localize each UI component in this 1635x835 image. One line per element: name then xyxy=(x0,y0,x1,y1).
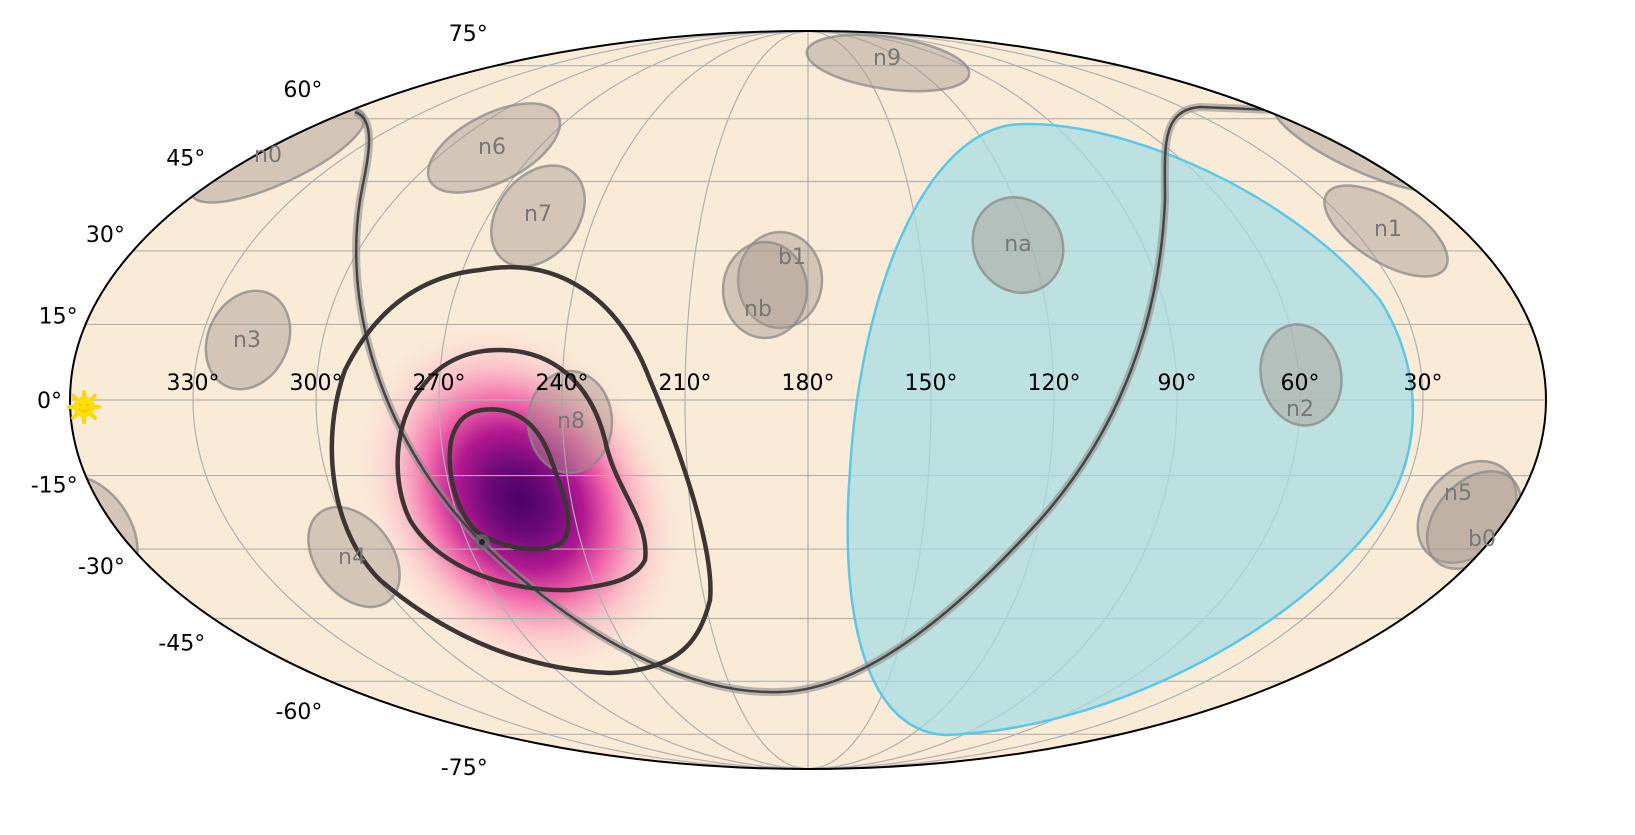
latitude-tick-labels: 75° 60° 45° 30° 15° 0° -15° -30° -45° -60° -75° xyxy=(31,22,488,781)
longitude-tick-label: 330° xyxy=(167,371,220,396)
longitude-tick-label: 300° xyxy=(290,371,343,396)
longitude-tick-labels: 330° 300° 270° 240° 210° 180° 150° 120° 90° 60° 30… xyxy=(167,371,1443,396)
longitude-tick-label: 60° xyxy=(1281,371,1320,396)
longitude-gridline xyxy=(561,31,809,769)
label-n2: n2 xyxy=(1286,397,1314,422)
latitude-tick-label: 15° xyxy=(39,305,78,330)
detector-na xyxy=(971,195,1065,295)
sky-border xyxy=(69,30,1547,770)
longitude-tick-label: 90° xyxy=(1158,371,1197,396)
latitude-tick-label: -60° xyxy=(275,700,322,725)
label-nb: nb xyxy=(744,297,772,322)
contour-middle xyxy=(395,347,648,593)
sun-icon xyxy=(67,390,101,424)
latitude-tick-label: 75° xyxy=(449,22,488,47)
longitude-tick-label: 180° xyxy=(782,371,835,396)
latitude-tick-label: 0° xyxy=(37,389,62,414)
label-n5: n5 xyxy=(1444,481,1472,506)
detector-n7 xyxy=(490,164,586,268)
latitude-tick-label: -15° xyxy=(31,473,78,498)
probability-heatmap xyxy=(355,322,685,678)
longitude-tick-label: 270° xyxy=(413,371,466,396)
detector-n4 xyxy=(307,505,401,609)
earth-occultation-region xyxy=(846,122,1415,737)
longitude-tick-label: 30° xyxy=(1404,371,1443,396)
contour-inner xyxy=(447,407,571,552)
longitude-gridline xyxy=(684,31,809,769)
detector-nb xyxy=(721,240,809,340)
longitude-tick-label: 150° xyxy=(905,371,958,396)
longitude-tick-label: 120° xyxy=(1028,371,1081,396)
label-n6: n6 xyxy=(478,135,506,160)
label-n1: n1 xyxy=(1374,217,1402,242)
detector-n2 xyxy=(1259,323,1343,427)
longitude-gridline xyxy=(807,31,1424,769)
contour-outer xyxy=(329,264,713,676)
latitude-tick-label: 45° xyxy=(166,146,205,171)
detector-n9 xyxy=(805,33,971,93)
latitude-tick-label: -45° xyxy=(158,632,205,657)
longitude-gridline xyxy=(315,31,809,769)
latitude-tick-label: -30° xyxy=(78,555,125,580)
detector-b1 xyxy=(736,230,824,330)
source-marker-center xyxy=(479,539,485,545)
label-n8: n8 xyxy=(557,409,585,434)
latitude-tick-label: -75° xyxy=(441,756,488,781)
label-n3: n3 xyxy=(233,328,261,353)
detector-n3 xyxy=(204,289,292,391)
label-b1: b1 xyxy=(778,245,806,270)
label-n9: n9 xyxy=(873,46,901,71)
label-b0: b0 xyxy=(1468,527,1496,552)
longitude-tick-label: 210° xyxy=(659,371,712,396)
latitude-tick-label: 30° xyxy=(86,223,125,248)
earth-limb xyxy=(354,105,1276,694)
latitude-tick-label: 60° xyxy=(283,78,322,103)
longitude-gridline xyxy=(192,31,809,769)
longitude-tick-label: 240° xyxy=(536,371,589,396)
label-na: na xyxy=(1004,232,1031,257)
detector-n6 xyxy=(426,102,562,194)
longitude-gridline xyxy=(438,31,809,769)
label-n0: n0 xyxy=(254,143,282,168)
label-n7: n7 xyxy=(524,202,552,227)
detector-n1 xyxy=(1323,184,1449,278)
label-n4: n4 xyxy=(338,545,366,570)
detector-labels: n0 n6 n7 n9 b1 nb na n1 n2 n3 n4 n8 n5 b… xyxy=(233,46,1496,570)
